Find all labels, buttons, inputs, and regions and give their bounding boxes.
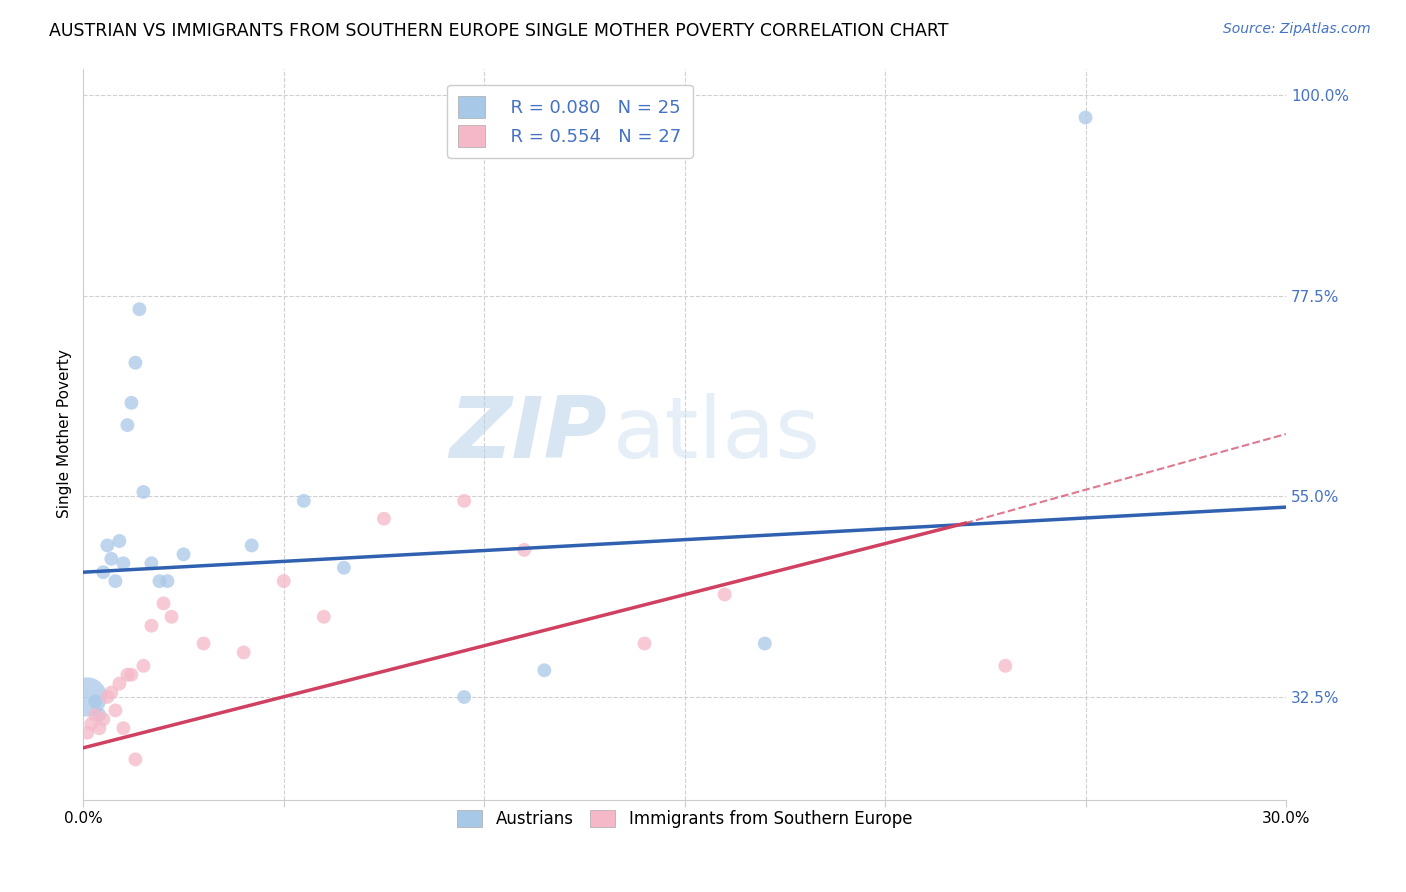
Point <box>76 725 98 739</box>
Text: atlas: atlas <box>613 392 821 475</box>
Point <box>141 556 163 570</box>
Point <box>100 551 122 566</box>
Point <box>148 574 170 588</box>
Point <box>633 636 655 650</box>
Point <box>312 609 335 624</box>
Point <box>513 542 536 557</box>
Point <box>132 658 155 673</box>
Point <box>108 676 131 690</box>
Point <box>89 707 111 722</box>
Point <box>112 556 135 570</box>
Point <box>160 609 183 624</box>
Point <box>104 703 127 717</box>
Y-axis label: Single Mother Poverty: Single Mother Poverty <box>58 350 72 518</box>
Point <box>117 418 139 433</box>
Point <box>89 721 111 735</box>
Point <box>533 663 555 677</box>
Legend: Austrians, Immigrants from Southern Europe: Austrians, Immigrants from Southern Euro… <box>450 804 918 835</box>
Point <box>112 721 135 735</box>
Text: Source: ZipAtlas.com: Source: ZipAtlas.com <box>1223 22 1371 37</box>
Point <box>104 574 127 588</box>
Point <box>108 533 131 548</box>
Point <box>120 667 142 681</box>
Point <box>713 587 735 601</box>
Point <box>124 752 146 766</box>
Point <box>91 565 114 579</box>
Point <box>453 494 475 508</box>
Point <box>156 574 179 588</box>
Text: ZIP: ZIP <box>449 392 606 475</box>
Point <box>994 658 1017 673</box>
Point <box>193 636 215 650</box>
Point <box>132 485 155 500</box>
Point <box>100 685 122 699</box>
Point <box>84 694 107 708</box>
Point <box>232 645 254 659</box>
Point <box>754 636 776 650</box>
Point <box>152 596 174 610</box>
Point <box>453 690 475 704</box>
Point <box>333 560 356 574</box>
Point <box>240 538 263 552</box>
Point <box>273 574 295 588</box>
Point <box>173 547 195 561</box>
Point <box>76 690 98 704</box>
Text: AUSTRIAN VS IMMIGRANTS FROM SOUTHERN EUROPE SINGLE MOTHER POVERTY CORRELATION CH: AUSTRIAN VS IMMIGRANTS FROM SOUTHERN EUR… <box>49 22 949 40</box>
Point <box>124 356 146 370</box>
Point <box>141 618 163 632</box>
Point <box>80 716 103 731</box>
Point <box>91 712 114 726</box>
Point <box>96 690 118 704</box>
Point <box>84 707 107 722</box>
Point <box>292 494 315 508</box>
Point <box>373 512 395 526</box>
Point <box>117 667 139 681</box>
Point <box>96 538 118 552</box>
Point <box>120 396 142 410</box>
Point <box>128 302 150 317</box>
Point <box>1074 111 1097 125</box>
